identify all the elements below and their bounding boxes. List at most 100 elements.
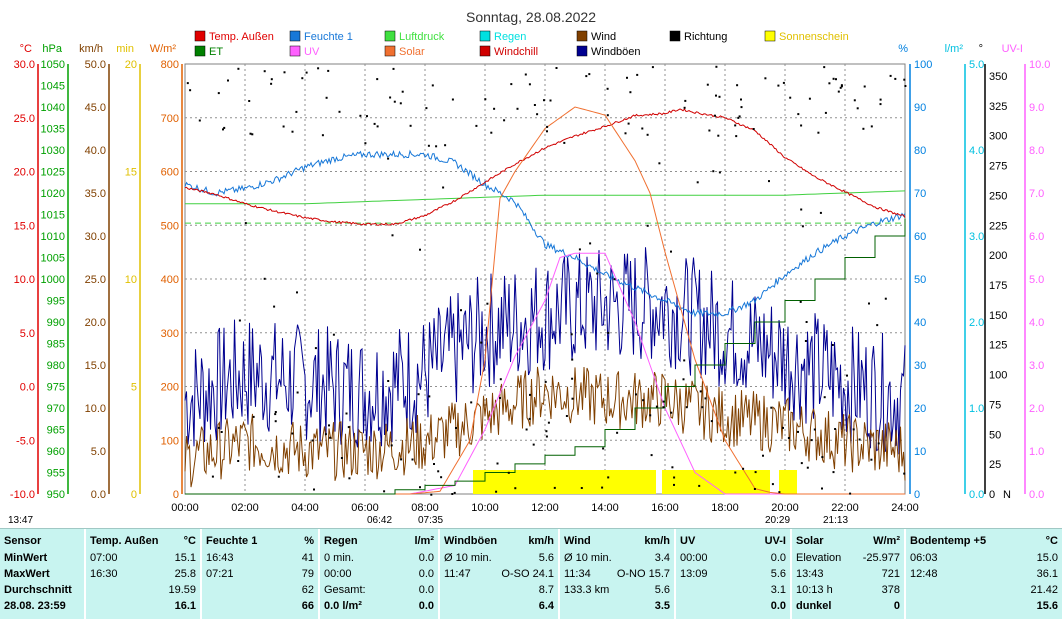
direction-point [710,420,713,423]
direction-point [832,77,835,80]
direction-point [444,144,447,147]
right-axis-tick: 275 [989,161,1007,173]
right-axis-tick: 1.0 [1029,446,1044,458]
temp-row-label: 16:30 [90,568,118,580]
direction-point [797,113,800,116]
direction-point [400,458,403,461]
soil-row-label: 06:03 [910,552,938,564]
right-axis-tick: 7.0 [1029,188,1044,200]
direction-point [828,82,831,85]
x-axis-tick: 04:00 [291,502,319,514]
wind-header: Wind [564,535,591,547]
direction-point [708,129,711,132]
direction-point [440,476,443,479]
direction-point [817,131,820,134]
right-axis-tick: 80 [914,145,926,157]
left-axis-tick: 35.0 [85,188,106,200]
right-axis-tick: 150 [989,310,1007,322]
direction-point [870,458,873,461]
x-axis-tick: 10:00 [471,502,499,514]
series-line-feuchte-1 [184,149,906,318]
soil-header: Bodentemp +5 [910,535,987,547]
right-axis-tick: 4.0 [969,145,984,157]
direction-point [641,127,644,130]
gusts-row-label: 11:47 [444,568,471,580]
left-axis-tick: 1010 [41,231,65,243]
legend-swatch [289,30,301,42]
direction-point [714,114,716,117]
direction-point [364,142,367,145]
temp-header: Temp. Außen [90,535,159,547]
direction-point [701,406,704,409]
soil-row-label: 12:48 [910,568,938,580]
right-axis-tick: 90 [914,102,926,114]
direction-point [717,134,720,137]
left-axis-tick: 45.0 [85,102,106,114]
direction-point [547,421,550,424]
direction-point [642,399,645,402]
right-axis-tick: 3.0 [1029,360,1044,372]
left-axis-tick: 1030 [41,145,65,157]
direction-point [736,84,739,87]
left-axis-unit: km/h [79,43,103,55]
left-axis-tick: 1020 [41,188,65,200]
direction-point [673,476,676,479]
right-axis-tick: 225 [989,220,1007,232]
direction-point [433,463,435,465]
direction-point [263,277,266,280]
legend-label: Temp. Außen [209,31,274,43]
right-axis-tick: 200 [989,250,1007,262]
sun-markers: 06:42 07:35 20:29 21:13 13:47 [8,515,848,526]
direction-point [823,66,826,69]
row-label-min: MinWert [4,552,48,564]
direction-point [490,131,493,134]
direction-point [740,106,743,109]
left-axis-tick: 30.0 [85,231,106,243]
left-axis-tick: 5.0 [20,328,35,340]
direction-point [607,476,610,479]
left-axis-tick: 25.0 [85,274,106,286]
right-axis-tick: 175 [989,280,1007,292]
solar-unit: W/m² [873,535,900,547]
wind-row-value: 3.5 [654,600,670,612]
direction-point [771,483,774,486]
direction-point [636,73,639,76]
direction-point [525,428,528,431]
gusts-row-value: 8.7 [538,584,554,596]
left-axis-tick: 990 [47,317,65,329]
direction-point [884,297,887,300]
direction-point [624,132,627,135]
right-axis-unit: UV-I [1002,43,1023,55]
legend-label: Windchill [494,46,538,58]
stats-uv: UV UV-I 00:00 0.0 13:09 5.6 3.1 0.0 [676,529,792,619]
sunshine-bars [473,470,797,494]
left-axis-tick: 20.0 [85,317,106,329]
direction-point [824,111,827,114]
direction-point [345,412,348,415]
wind-unit: km/h [644,535,670,547]
direction-point [831,344,834,346]
left-axis-tick: 1000 [41,274,65,286]
direction-point [626,76,628,79]
direction-point [770,406,773,409]
direction-point [533,104,536,106]
direction-point [220,431,223,433]
direction-point [270,78,273,81]
solar-row-value: 0 [893,600,900,612]
direction-point [596,272,599,275]
direction-point [314,347,317,350]
direction-point [787,437,790,439]
direction-point [524,73,527,76]
rain-unit: l/m² [414,535,434,547]
rain-header: Regen [324,535,358,547]
humidity-row-value: 66 [301,600,314,612]
rain-row-label: 00:00 [324,568,352,580]
direction-point [455,427,457,429]
direction-point [223,126,226,129]
direction-point [249,132,252,135]
row-label-avg: Durchschnitt [4,584,72,596]
direction-point [274,420,277,423]
right-axis-tick: 10.0 [1029,59,1050,71]
direction-point [198,119,201,122]
direction-point [606,114,609,117]
